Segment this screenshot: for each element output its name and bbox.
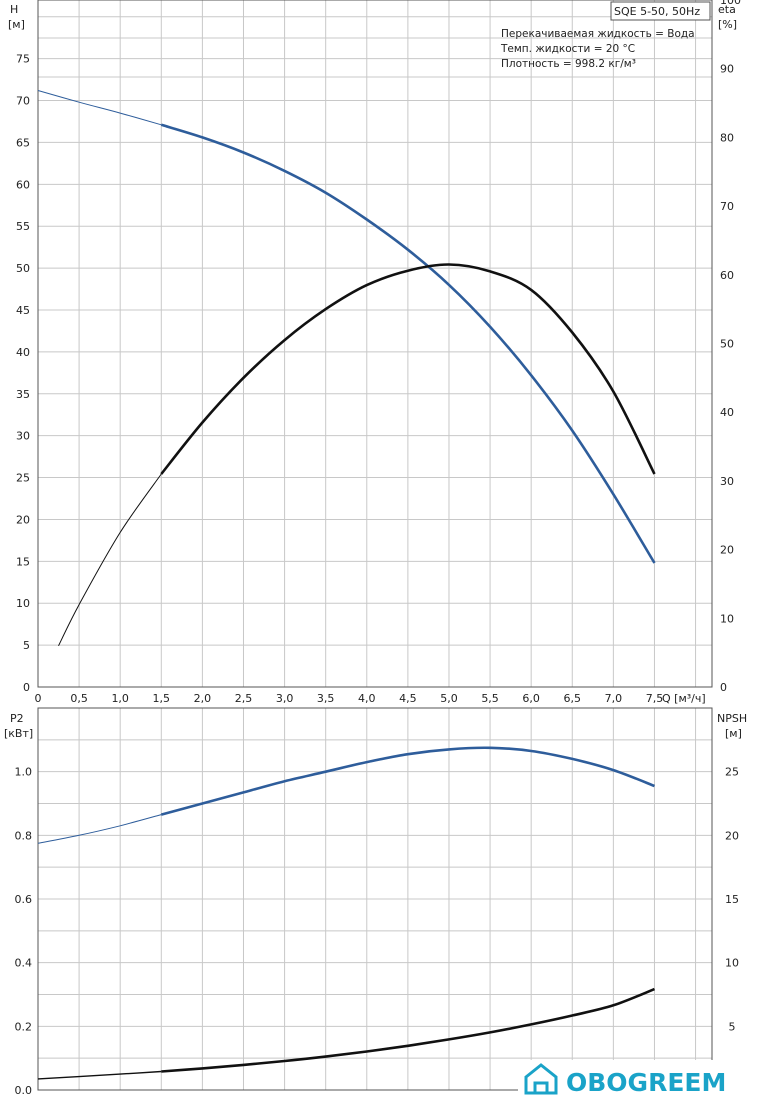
npsh-axis-unit: [м] [725,727,742,740]
eta-tick-label: 60 [720,269,734,282]
house-icon [524,1063,558,1095]
title-box [610,1,711,21]
x-tick-label: 6,0 [522,692,540,705]
x-tick-label: 0 [35,692,42,705]
bottom-chart-grid [38,708,712,1090]
h-tick-label: 45 [16,304,30,317]
x-tick-label: 7,5 [646,692,664,705]
p2-curve-thick [160,746,655,816]
h-tick-label: 55 [16,220,30,233]
info-line-2: Темп. жидкости = 20 °C [500,43,635,55]
eta-tick-label: 50 [720,338,734,351]
x-tick-label: 3,0 [276,692,294,705]
h-axis-label: H [10,3,18,16]
x-tick-label: 6,5 [564,692,582,705]
lower-curve-thin [37,1070,162,1080]
eta-curve-thin [58,473,162,647]
h-tick-label: 25 [16,472,30,485]
eta-tick-label: 30 [720,475,734,488]
top-chart-ticks: 0 0,5 1,0 1,5 2,0 2,5 3,0 3,5 4,0 4,5 5,0 5,5 6,0 6,5… [16,0,741,705]
h-tick-label: 50 [16,262,30,275]
x-tick-label: 4,5 [399,692,417,705]
eta-tick-label: 80 [720,131,734,144]
x-axis-label: Q [м³/ч] [662,692,706,705]
npsh-tick-label: 15 [725,893,739,906]
p2-tick-label: 0.8 [15,829,33,842]
x-tick-label: 2,0 [194,692,212,705]
p2-tick-label: 0.2 [15,1020,33,1033]
h-curve-thin [37,90,162,126]
x-tick-label: 5,0 [440,692,458,705]
watermark-logo: OBOGREEM [518,1060,758,1100]
eta-tick-label: 10 [720,612,734,625]
bottom-chart-series [37,746,655,1080]
h-tick-label: 5 [23,639,30,652]
p2-axis-label: P2 [10,712,24,725]
h-tick-label: 15 [16,555,30,568]
x-tick-label: 4,0 [358,692,376,705]
x-tick-label: 1,0 [111,692,129,705]
h-tick-label: 10 [16,597,30,610]
h-tick-label: 75 [16,53,30,66]
x-tick-label: 5,5 [481,692,499,705]
h-tick-label: 0 [23,681,30,694]
top-chart-grid [38,0,712,687]
p2-tick-label: 0.4 [15,957,33,970]
x-tick-label: 0,5 [70,692,88,705]
h-tick-label: 60 [16,178,30,191]
eta-axis-unit: [%] [718,18,737,31]
p2-tick-label: 0.0 [15,1084,33,1097]
h-tick-label: 35 [16,388,30,401]
eta-tick-label: 20 [720,544,734,557]
npsh-axis-label: NPSH [717,712,747,725]
p2-axis-unit: [кВт] [4,727,33,740]
eta-tick-label: 70 [720,200,734,213]
info-line-1: Перекачиваемая жидкость = Вода [501,28,695,40]
p2-tick-label: 1.0 [15,766,33,779]
h-tick-label: 65 [16,136,30,149]
npsh-tick-label: 10 [725,957,739,970]
eta-tick-label: 40 [720,406,734,419]
p2-tick-label: 0.6 [15,893,33,906]
eta-tick-label: 100 [720,0,741,7]
p2-curve-thin [37,814,162,844]
h-tick-label: 70 [16,95,30,108]
x-tick-label: 3,5 [317,692,335,705]
top-chart-series [37,90,656,647]
info-line-3: Плотность = 998.2 кг/м³ [501,58,636,70]
eta-curve-thick [160,263,656,475]
h-axis-unit: [м] [8,18,25,31]
eta-tick-label: 0 [720,681,727,694]
eta-tick-label: 90 [720,63,734,76]
h-curve-thick [160,123,656,564]
x-tick-label: 1,5 [153,692,171,705]
h-tick-label: 20 [16,513,30,526]
npsh-tick-label: 5 [729,1020,736,1033]
h-tick-label: 40 [16,346,30,359]
npsh-tick-label: 25 [725,766,739,779]
x-tick-label: 7,0 [605,692,623,705]
x-tick-label: 2,5 [235,692,253,705]
bottom-chart-ticks: 0.0 0.2 0.4 0.6 0.8 1.0 5 10 15 20 25 [15,766,740,1097]
lower-curve-thick [161,987,655,1073]
top-chart-frame [37,0,713,688]
npsh-tick-label: 20 [725,829,739,842]
bottom-chart-frame [37,707,713,1091]
watermark-text: OBOGREEM [566,1068,726,1097]
eta-axis-label: eta [718,3,736,16]
chart-title: SQE 5-50, 50Hz [614,5,700,18]
h-tick-label: 30 [16,430,30,443]
